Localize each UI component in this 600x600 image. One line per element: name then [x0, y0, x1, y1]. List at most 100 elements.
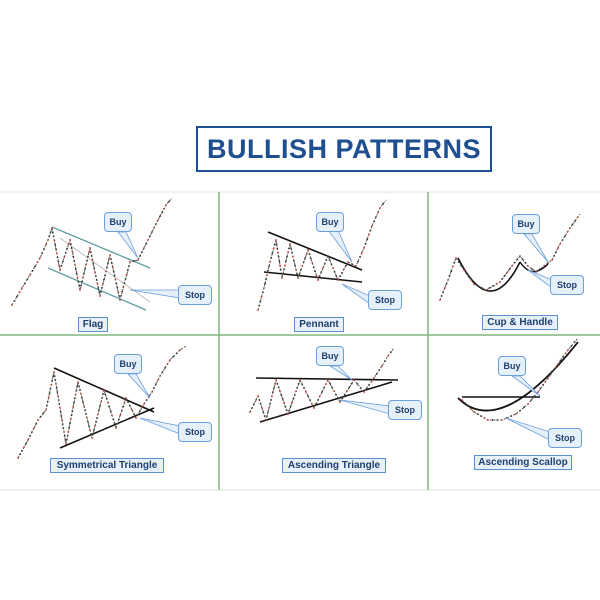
price-tick-flag [72, 255, 75, 258]
price-tick-pennant [288, 247, 290, 250]
price-tick-flag [93, 267, 96, 269]
price-tick-flag [69, 243, 72, 246]
buy-pointer-symmetrical-triangle [127, 373, 151, 399]
price-tick-flag [100, 291, 102, 293]
price-tick-symmetrical-triangle [52, 375, 55, 378]
price-tick-cup-handle [442, 291, 445, 293]
price-tick-pennant [271, 252, 274, 255]
price-tick-symmetrical-triangle [127, 401, 129, 403]
price-tick-symmetrical-triangle [145, 399, 148, 401]
price-tick-symmetrical-triangle [155, 383, 157, 385]
price-tick-ascending-scallop [491, 419, 494, 421]
price-tick-ascending-triangle [384, 360, 386, 362]
price-tick-ascending-scallop [554, 366, 557, 369]
price-tick-cup-handle [555, 251, 557, 253]
price-tick-symmetrical-triangle [39, 415, 42, 418]
price-tick-pennant [272, 247, 275, 250]
price-tick-ascending-triangle [390, 351, 392, 353]
price-tick-pennant [269, 261, 271, 263]
price-tick-ascending-triangle [261, 407, 263, 409]
price-tick-pennant [361, 251, 363, 254]
buy-callout-pennant: Buy [316, 212, 344, 232]
price-tick-symmetrical-triangle [63, 431, 65, 433]
price-tick-pennant [357, 260, 359, 263]
price-tick-cup-handle [576, 216, 579, 219]
price-tick-pennant [301, 265, 304, 267]
price-tick-symmetrical-triangle [113, 422, 116, 425]
price-tick-symmetrical-triangle [100, 401, 102, 403]
price-tick-flag [69, 239, 71, 241]
price-tick-flag [49, 231, 52, 233]
price-tick-cup-handle [447, 279, 449, 281]
price-tick-cup-handle [492, 285, 494, 287]
price-tick-symmetrical-triangle [68, 426, 71, 429]
price-tick-ascending-triangle [281, 397, 284, 400]
price-tick-pennant [330, 263, 333, 265]
price-tick-ascending-triangle [373, 377, 375, 379]
price-tick-symmetrical-triangle [45, 404, 48, 407]
price-tick-symmetrical-triangle [86, 417, 88, 419]
price-tick-symmetrical-triangle [60, 415, 63, 417]
price-tick-ascending-triangle [258, 399, 261, 401]
price-tick-pennant [264, 282, 266, 285]
price-tick-flag [143, 247, 145, 249]
price-tick-flag [126, 269, 129, 272]
price-tick-symmetrical-triangle [51, 379, 54, 382]
price-tick-pennant [259, 300, 262, 303]
buy-pointer-ascending-scallop [510, 375, 541, 397]
price-tick-ascending-triangle [276, 382, 279, 385]
price-tick-flag [119, 299, 121, 301]
price-tick-flag [98, 291, 101, 293]
price-tick-ascending-triangle [365, 387, 368, 390]
price-tick-symmetrical-triangle [133, 413, 135, 415]
price-tick-symmetrical-triangle [84, 409, 86, 411]
price-tick-flag [76, 276, 79, 279]
price-tick-ascending-triangle [359, 387, 362, 389]
price-tick-symmetrical-triangle [27, 439, 29, 441]
price-tick-cup-handle [543, 265, 545, 267]
price-tick-flag [103, 278, 105, 281]
pattern-label-symmetrical-triangle: Symmetrical Triangle [50, 458, 164, 473]
price-tick-ascending-triangle [317, 399, 319, 401]
price-tick-pennant [333, 271, 336, 273]
price-tick-ascending-triangle [270, 399, 272, 401]
price-tick-symmetrical-triangle [21, 449, 23, 452]
price-tick-flag [107, 262, 109, 265]
price-tick-flag [95, 279, 98, 281]
price-tick-flag [102, 282, 104, 285]
price-tick-ascending-triangle [333, 390, 335, 392]
price-tick-flag [149, 235, 151, 237]
price-tick-ascending-scallop [467, 405, 469, 407]
stop-pointer-ascending-triangle [339, 399, 391, 415]
price-tick-flag [71, 251, 74, 254]
price-tick-flag [115, 282, 118, 285]
price-tick-flag [18, 291, 21, 294]
price-tick-flag [153, 227, 155, 229]
price-tick-flag [74, 268, 77, 271]
price-tick-pennant [257, 309, 259, 311]
price-tick-flag [94, 271, 96, 273]
price-tick-ascending-triangle [280, 394, 283, 397]
price-tick-symmetrical-triangle [71, 410, 74, 412]
price-tick-pennant [369, 229, 372, 232]
handle-curve [519, 261, 549, 273]
price-tick-symmetrical-triangle [69, 422, 71, 425]
price-tick-cup-handle [503, 274, 506, 277]
price-tick-pennant [366, 238, 369, 241]
price-tick-ascending-scallop [562, 356, 564, 358]
price-tick-cup-handle [485, 289, 487, 291]
price-tick-symmetrical-triangle [99, 405, 101, 407]
price-tick-pennant [379, 207, 381, 209]
price-tick-flag [36, 261, 39, 264]
price-tick-flag [80, 284, 82, 287]
price-tick-ascending-triangle [329, 382, 331, 385]
price-tick-pennant [367, 233, 370, 236]
price-tick-ascending-scallop [487, 419, 489, 421]
price-tick-symmetrical-triangle [61, 423, 64, 425]
price-tick-ascending-triangle [303, 387, 305, 389]
price-tick-ascending-scallop [510, 415, 513, 417]
price-tick-ascending-triangle [353, 379, 355, 381]
price-tick-ascending-triangle [274, 383, 276, 385]
price-tick-ascending-triangle [279, 390, 281, 393]
price-tick-symmetrical-triangle [76, 385, 79, 388]
